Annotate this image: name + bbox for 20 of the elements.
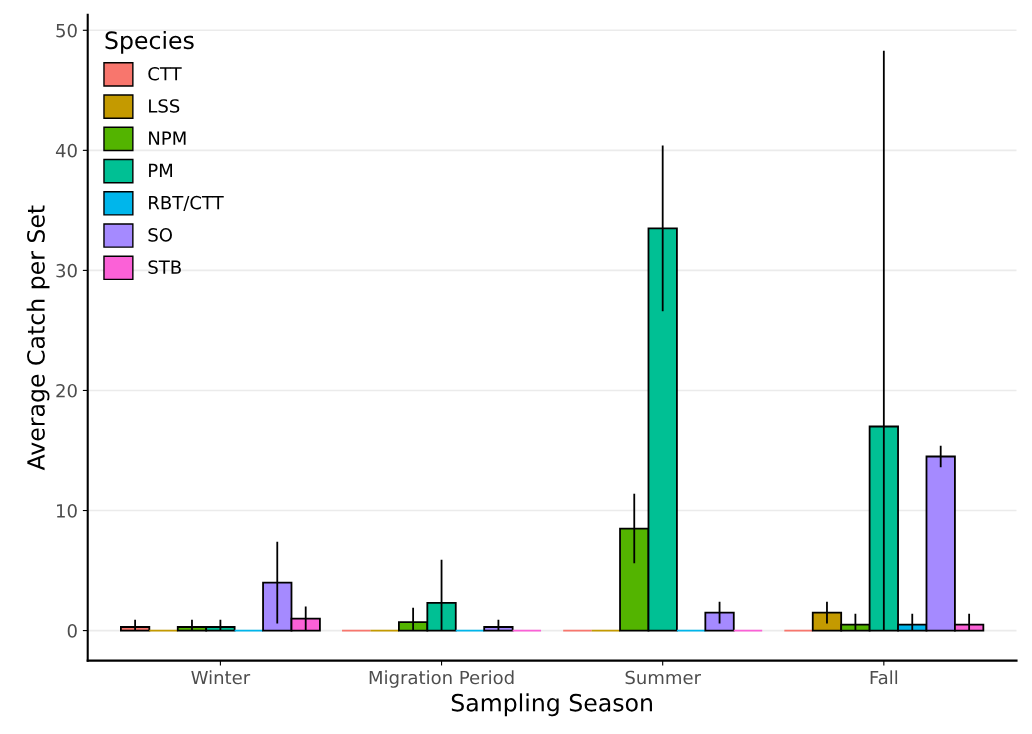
y-axis-title: Average Catch per Set xyxy=(26,205,50,471)
y-tick-label: 10 xyxy=(57,503,77,518)
x-axis-title: Sampling Season xyxy=(451,693,652,717)
legend-label: LSS xyxy=(149,99,180,113)
x-tick-label: Migration Period xyxy=(369,670,514,688)
legend-label: STB xyxy=(148,260,181,274)
legend-title: Species xyxy=(105,30,194,54)
legend-label: NPM xyxy=(149,131,186,145)
legend-label: RBT/CTT xyxy=(149,195,224,211)
y-tick-label: 40 xyxy=(55,143,77,158)
y-tick-label: 50 xyxy=(56,23,77,38)
legend-label: PM xyxy=(149,163,173,178)
x-tick-label: Fall xyxy=(870,670,898,685)
x-tick-label: Summer xyxy=(625,670,701,685)
y-tick-label: 30 xyxy=(56,263,77,278)
legend-label: CTT xyxy=(148,66,182,81)
legend-label: SO xyxy=(148,228,172,242)
y-tick-label: 20 xyxy=(56,383,77,398)
y-tick-label: 0 xyxy=(67,624,77,638)
x-tick-label: Winter xyxy=(191,670,251,685)
